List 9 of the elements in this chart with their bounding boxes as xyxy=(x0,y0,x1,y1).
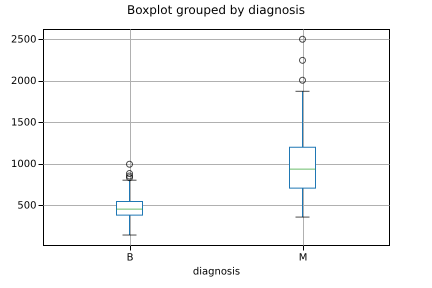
x-tick-label: M xyxy=(298,252,308,264)
y-tick-label: 2000 xyxy=(11,76,36,88)
x-tick-label: B xyxy=(126,252,134,264)
chart-title: Boxplot grouped by diagnosis xyxy=(126,3,306,17)
y-tick-label: 1000 xyxy=(11,159,36,170)
x-axis-title: diagnosis xyxy=(192,266,240,278)
y-tick-label: 1500 xyxy=(11,118,36,129)
y-tick-label: 2500 xyxy=(11,34,36,46)
y-tick-label: 500 xyxy=(17,200,36,212)
